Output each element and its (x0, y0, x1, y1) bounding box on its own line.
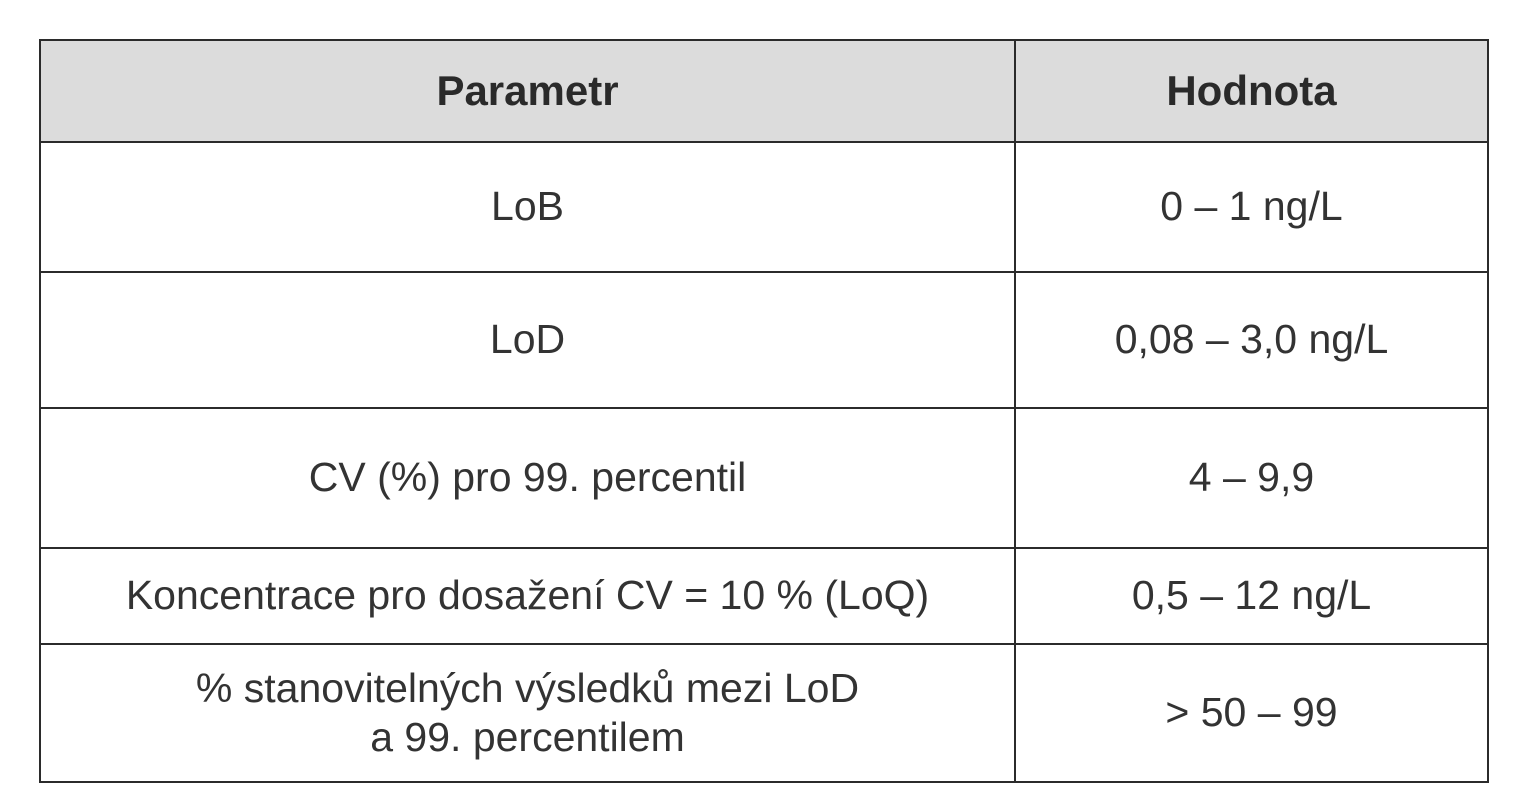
table-row: LoD 0,08 – 3,0 ng/L (39, 271, 1489, 409)
parameter-table: Parametr Hodnota LoB 0 – 1 ng/L LoD 0,08… (39, 39, 1489, 783)
cell-parametr: LoD (39, 271, 1016, 409)
cell-parametr: LoB (39, 141, 1016, 273)
table-row: LoB 0 – 1 ng/L (39, 141, 1489, 273)
cell-hodnota: 0,5 – 12 ng/L (1014, 547, 1489, 645)
cell-hodnota: 0,08 – 3,0 ng/L (1014, 271, 1489, 409)
table-body: LoB 0 – 1 ng/L LoD 0,08 – 3,0 ng/L CV (%… (39, 141, 1489, 783)
cell-hodnota: > 50 – 99 (1014, 643, 1489, 783)
table-header: Parametr Hodnota (39, 39, 1489, 143)
header-hodnota: Hodnota (1014, 39, 1489, 143)
header-row: Parametr Hodnota (39, 39, 1489, 143)
cell-parametr: % stanovitelných výsledků mezi LoD a 99.… (39, 643, 1016, 783)
table-row: Koncentrace pro dosažení CV = 10 % (LoQ)… (39, 547, 1489, 645)
table-row: % stanovitelných výsledků mezi LoD a 99.… (39, 643, 1489, 783)
cell-parametr: CV (%) pro 99. percentil (39, 407, 1016, 549)
parameter-table-container: Parametr Hodnota LoB 0 – 1 ng/L LoD 0,08… (39, 39, 1489, 783)
cell-text-line-1: % stanovitelných výsledků mezi LoD (195, 664, 860, 711)
cell-text-line-2: a 99. percentilem (370, 714, 685, 760)
cell-hodnota: 0 – 1 ng/L (1014, 141, 1489, 273)
cell-text: LoD (489, 316, 566, 363)
table-row: CV (%) pro 99. percentil 4 – 9,9 (39, 407, 1489, 549)
cell-hodnota: 4 – 9,9 (1014, 407, 1489, 549)
cell-text: CV (%) pro 99. percentil (308, 454, 747, 501)
cell-text: LoB (491, 183, 564, 230)
header-parametr: Parametr (39, 39, 1016, 143)
cell-parametr: Koncentrace pro dosažení CV = 10 % (LoQ) (39, 547, 1016, 645)
cell-text: Koncentrace pro dosažení CV = 10 % (LoQ) (125, 572, 930, 619)
